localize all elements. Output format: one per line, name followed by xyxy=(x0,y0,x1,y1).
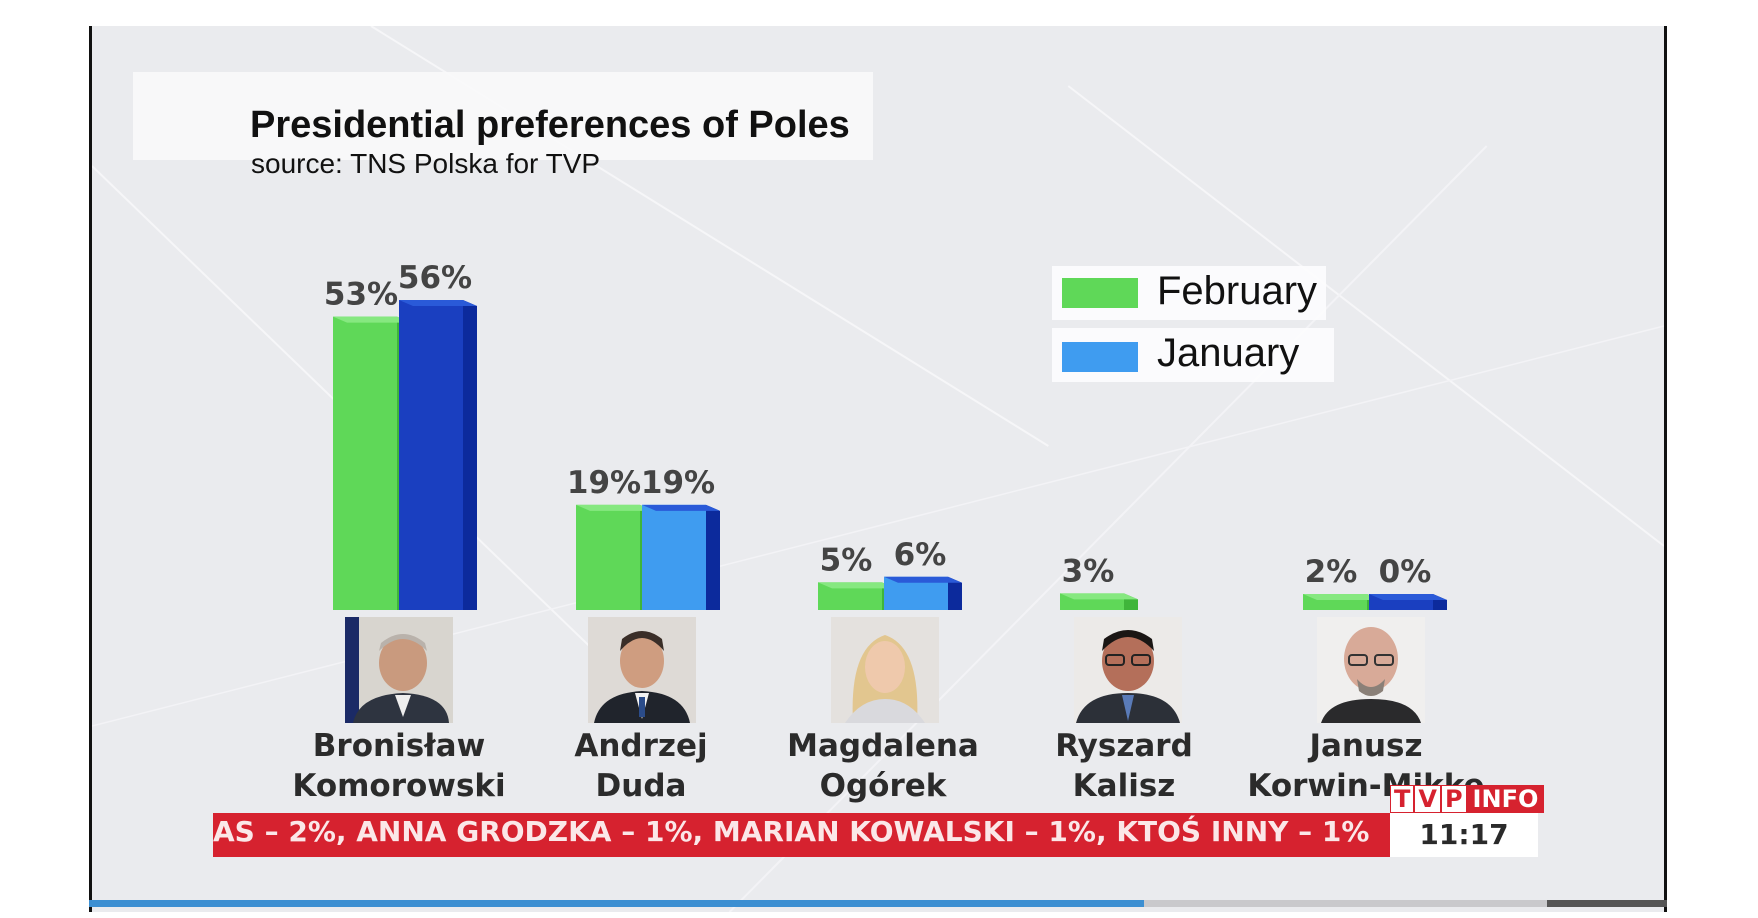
candidate-name-kalisz: Ryszard Kalisz xyxy=(1004,726,1244,806)
bar-february-0 xyxy=(333,316,397,610)
bar-top-february-1 xyxy=(576,504,654,511)
video-progress-fill xyxy=(89,900,1144,907)
legend-label-january: January xyxy=(1157,331,1300,375)
bar-top-february-3 xyxy=(1060,593,1138,600)
bar-top-january-2 xyxy=(884,576,962,583)
data-label-february-1: 19% xyxy=(567,465,641,501)
candidate-name-line: Magdalena xyxy=(787,728,979,764)
bar-top-january-4 xyxy=(1369,594,1447,600)
legend-swatch-january xyxy=(1062,342,1138,372)
candidate-name-line: Ogórek xyxy=(819,768,947,804)
candidate-name-line: Duda xyxy=(595,768,687,804)
channel-logo: T V P INFO xyxy=(1390,785,1545,813)
logo-info: INFO xyxy=(1466,785,1545,813)
bar-top-february-0 xyxy=(333,316,411,323)
legend-swatch-february xyxy=(1062,278,1138,308)
data-label-february-0: 53% xyxy=(324,277,398,313)
logo-letter: P xyxy=(1440,785,1467,813)
candidate-name-duda: Andrzej Duda xyxy=(521,726,761,806)
candidate-photo-duda xyxy=(588,617,696,723)
legend-item-january: January xyxy=(1052,328,1334,382)
bar-february-1 xyxy=(576,504,640,610)
candidate-name-ogorek: Magdalena Ogórek xyxy=(763,726,1003,806)
video-progress-bar[interactable] xyxy=(89,900,1667,907)
data-label-february-2: 5% xyxy=(820,542,873,578)
bar-january-0 xyxy=(399,300,463,610)
candidate-name-komorowski: Bronisław Komorowski xyxy=(279,726,519,806)
candidate-name-line: Ryszard xyxy=(1055,728,1193,764)
candidate-name-line: Janusz xyxy=(1309,728,1423,764)
data-label-january-0: 56% xyxy=(398,260,472,296)
candidate-photo-kalisz xyxy=(1074,617,1182,723)
legend-item-february: February xyxy=(1052,266,1326,320)
data-label-january-1: 19% xyxy=(641,465,715,501)
data-label-february-4: 2% xyxy=(1305,554,1358,590)
news-ticker: AS – 2%, ANNA GRODZKA – 1%, MARIAN KOWAL… xyxy=(213,813,1392,857)
legend-label-february: February xyxy=(1157,269,1318,313)
candidate-name-line: Bronisław xyxy=(312,728,486,764)
bar-top-february-4 xyxy=(1303,594,1381,600)
bar-january-1 xyxy=(642,504,706,610)
bar-top-january-0 xyxy=(399,300,477,306)
data-label-february-3: 3% xyxy=(1062,553,1115,589)
bar-side-january-1 xyxy=(706,504,720,610)
clock: 11:17 xyxy=(1390,813,1538,857)
data-label-january-2: 6% xyxy=(894,537,947,573)
chart-title: Presidential preferences of Poles xyxy=(250,104,850,146)
candidate-photo-komorowski xyxy=(345,617,453,723)
bar-top-january-1 xyxy=(642,504,720,511)
title-panel xyxy=(133,72,873,160)
candidate-photo-korwin-mikke xyxy=(1317,617,1425,723)
data-label-january-4: 0% xyxy=(1379,554,1432,590)
candidate-photo-ogorek xyxy=(831,617,939,723)
bar-side-january-2 xyxy=(948,576,962,610)
ticker-text: AS – 2%, ANNA GRODZKA – 1%, MARIAN KOWAL… xyxy=(213,815,1370,848)
bar-side-january-0 xyxy=(463,300,477,610)
bar-top-february-2 xyxy=(818,582,896,589)
logo-letter: V xyxy=(1414,785,1441,813)
candidate-name-line: Kalisz xyxy=(1072,768,1176,804)
video-progress-end xyxy=(1547,900,1667,907)
chart-subtitle: source: TNS Polska for TVP xyxy=(251,148,601,179)
logo-letter: T xyxy=(1390,785,1415,813)
candidate-name-line: Komorowski xyxy=(292,768,506,804)
candidate-name-line: Andrzej xyxy=(574,728,708,764)
